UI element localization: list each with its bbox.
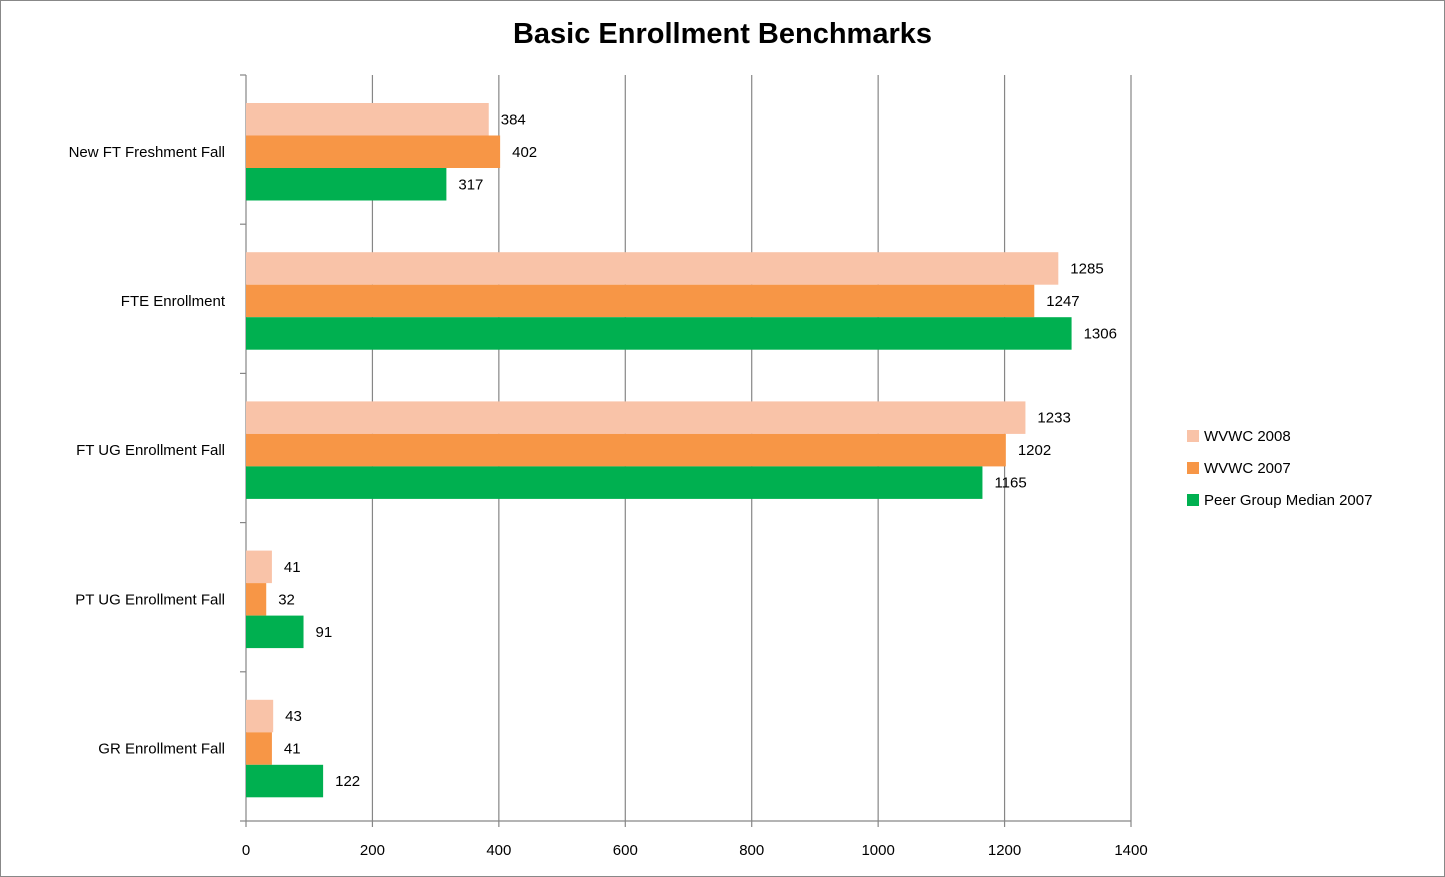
data-label: 41 bbox=[284, 559, 301, 576]
bar bbox=[246, 615, 304, 649]
data-label: 1202 bbox=[1018, 442, 1051, 459]
category-label: PT UG Enrollment Fall bbox=[75, 591, 225, 608]
data-label: 1247 bbox=[1046, 293, 1079, 310]
bar bbox=[246, 135, 501, 168]
x-tick-label: 800 bbox=[739, 842, 764, 859]
x-tick-label: 1200 bbox=[988, 842, 1021, 859]
category-label: GR Enrollment Fall bbox=[98, 741, 225, 758]
bar bbox=[246, 103, 489, 136]
chart-title: Basic Enrollment Benchmarks bbox=[512, 18, 933, 50]
data-label: 1285 bbox=[1070, 260, 1103, 277]
x-tick-label: 400 bbox=[486, 842, 511, 859]
data-label: 402 bbox=[512, 144, 537, 161]
data-label: 1165 bbox=[994, 475, 1026, 492]
x-tick-label: 0 bbox=[242, 842, 250, 859]
data-label: 41 bbox=[284, 741, 301, 758]
bar bbox=[246, 401, 1026, 434]
bar bbox=[246, 252, 1059, 285]
data-label: 384 bbox=[501, 111, 526, 128]
category-label: New FT Freshment Fall bbox=[69, 144, 225, 161]
data-label: 1233 bbox=[1037, 410, 1070, 427]
bar bbox=[246, 550, 272, 584]
x-tick-label: 1000 bbox=[861, 842, 894, 859]
data-label: 43 bbox=[285, 708, 302, 725]
legend-label: WVWC 2007 bbox=[1204, 460, 1291, 477]
bar bbox=[246, 699, 274, 733]
bar bbox=[246, 466, 983, 499]
data-label: 317 bbox=[458, 176, 483, 193]
data-label: 1306 bbox=[1084, 325, 1117, 342]
x-tick-label: 200 bbox=[360, 842, 385, 859]
category-label: FTE Enrollment bbox=[121, 293, 226, 310]
bar bbox=[246, 433, 1006, 467]
legend-swatch bbox=[1187, 494, 1199, 506]
x-tick-label: 1400 bbox=[1114, 842, 1147, 859]
data-label: 32 bbox=[278, 591, 295, 608]
legend-label: Peer Group Median 2007 bbox=[1204, 492, 1372, 509]
bar bbox=[246, 764, 324, 798]
bar bbox=[246, 317, 1072, 350]
legend-swatch bbox=[1187, 462, 1199, 474]
bar bbox=[246, 583, 267, 616]
bar bbox=[246, 732, 272, 765]
data-label: 122 bbox=[335, 773, 360, 790]
bar bbox=[246, 284, 1035, 318]
x-tick-label: 600 bbox=[613, 842, 638, 859]
bar bbox=[246, 168, 447, 201]
legend-swatch bbox=[1187, 430, 1199, 442]
data-label: 91 bbox=[316, 624, 333, 641]
category-label: FT UG Enrollment Fall bbox=[76, 442, 225, 459]
legend-label: WVWC 2008 bbox=[1204, 428, 1291, 445]
